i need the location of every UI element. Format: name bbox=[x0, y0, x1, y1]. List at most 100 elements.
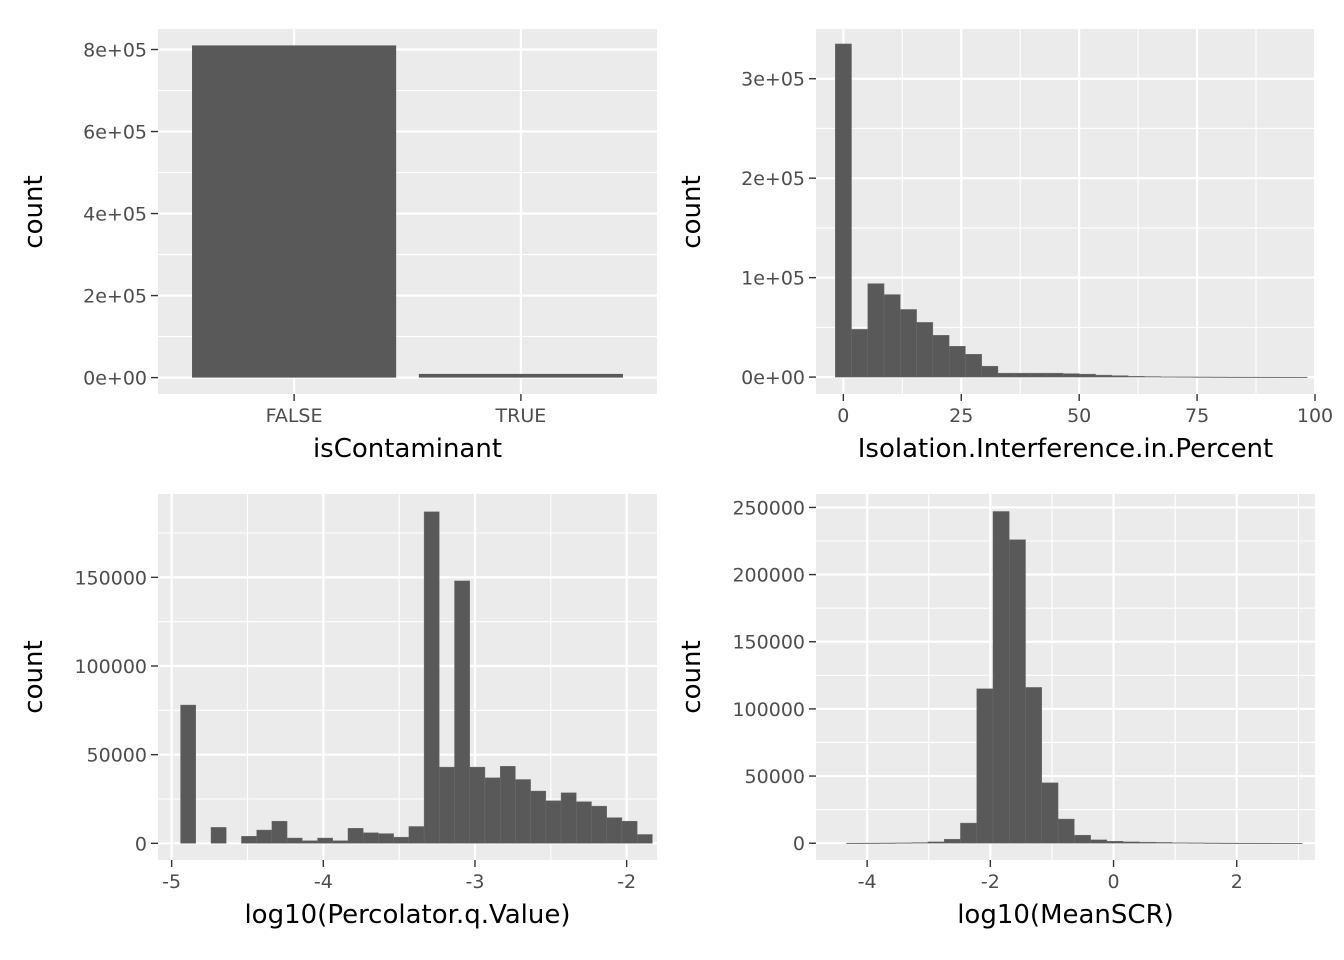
x-tick-label: -3 bbox=[466, 871, 485, 893]
histogram-bar bbox=[1258, 376, 1275, 378]
histogram-bar bbox=[883, 294, 901, 378]
histogram-bar bbox=[851, 329, 868, 378]
y-tick-label: 150000 bbox=[732, 632, 805, 654]
y-tick-label: 3e+05 bbox=[741, 69, 805, 91]
histogram-bar bbox=[469, 766, 486, 844]
histogram-bar bbox=[948, 346, 966, 378]
x-tick-label: -4 bbox=[314, 871, 333, 893]
histogram-bar bbox=[1127, 376, 1145, 378]
histogram-bar bbox=[1014, 372, 1031, 378]
histogram-bar bbox=[576, 801, 592, 844]
histogram-bar bbox=[636, 834, 653, 844]
x-tick-label: 25 bbox=[949, 405, 973, 427]
histogram-bar bbox=[180, 704, 196, 844]
y-tick-label: 0 bbox=[793, 833, 805, 855]
x-axis-title: isContaminant bbox=[313, 434, 502, 464]
histogram-bar bbox=[1285, 842, 1303, 844]
histogram-bar bbox=[1074, 834, 1091, 844]
histogram-bar bbox=[1204, 842, 1222, 844]
histogram-bar bbox=[362, 832, 379, 844]
histogram-bar bbox=[515, 779, 531, 844]
y-axis-title: count bbox=[677, 175, 707, 248]
histogram-bar bbox=[1079, 373, 1096, 378]
histogram-bar bbox=[943, 838, 961, 844]
x-axis-title: log10(Percolator.q.Value) bbox=[244, 900, 570, 930]
x-tick-label: TRUE bbox=[495, 405, 547, 427]
y-tick-label: 6e+05 bbox=[83, 122, 147, 144]
x-tick-label: 100 bbox=[1297, 405, 1333, 427]
histogram-bar bbox=[1290, 376, 1308, 378]
y-axis-title: count bbox=[677, 640, 707, 713]
y-tick-label: 50000 bbox=[745, 766, 805, 788]
plot-panel-1: 0e+00 2e+05 4e+05 6e+05 8e+05 FALSE TRUE isCont… bbox=[19, 29, 657, 464]
histogram-bar bbox=[1193, 376, 1210, 378]
histogram-bar bbox=[317, 837, 333, 844]
x-tick-label: FALSE bbox=[266, 405, 323, 427]
histogram-bar bbox=[1176, 376, 1194, 378]
histogram-bar bbox=[981, 365, 999, 378]
panel-background bbox=[816, 494, 1315, 860]
histogram-bar bbox=[1090, 839, 1108, 844]
histogram-bar bbox=[408, 826, 425, 844]
y-tick-label: 50000 bbox=[87, 745, 147, 767]
x-tick-label: -4 bbox=[858, 871, 877, 893]
histogram-bar bbox=[867, 283, 885, 378]
histogram-bar bbox=[1241, 376, 1259, 378]
x-axis-title: log10(MeanSCR) bbox=[957, 900, 1174, 930]
bar-false bbox=[192, 45, 397, 378]
histogram-bar bbox=[210, 827, 227, 844]
histogram-bar bbox=[1155, 842, 1173, 844]
y-tick-label: 0e+00 bbox=[83, 368, 147, 390]
histogram-bar bbox=[332, 840, 349, 844]
histogram-bar bbox=[271, 820, 288, 844]
histogram-bar bbox=[606, 817, 623, 844]
x-tick-label: 0 bbox=[837, 405, 849, 427]
histogram-bar bbox=[1253, 842, 1270, 844]
histogram-bar bbox=[878, 842, 896, 844]
histogram-bar bbox=[911, 842, 929, 844]
histogram-bar bbox=[1220, 842, 1238, 844]
histogram-bar bbox=[846, 842, 863, 844]
histogram-bar bbox=[932, 335, 950, 378]
histogram-bar bbox=[1057, 818, 1075, 844]
histogram-bar bbox=[1122, 841, 1140, 844]
histogram-bar bbox=[286, 837, 303, 844]
y-tick-label: 100000 bbox=[74, 656, 147, 678]
x-axis-title: Isolation.Interference.in.Percent bbox=[858, 434, 1273, 464]
histogram-bar bbox=[960, 822, 977, 844]
histogram-bar bbox=[895, 842, 912, 844]
x-tick-label: 50 bbox=[1067, 405, 1091, 427]
histogram-bar bbox=[900, 309, 917, 378]
histogram-bar bbox=[621, 820, 638, 844]
y-tick-label: 4e+05 bbox=[83, 204, 147, 226]
x-tick-label: -2 bbox=[981, 871, 1000, 893]
histogram-bar bbox=[1269, 842, 1287, 844]
histogram-bar bbox=[916, 322, 934, 378]
y-tick-label: 150000 bbox=[74, 567, 147, 589]
y-tick-label: 2e+05 bbox=[741, 168, 805, 190]
histogram-bar bbox=[976, 688, 994, 844]
histogram-bar bbox=[1209, 376, 1226, 378]
y-tick-label: 8e+05 bbox=[83, 40, 147, 62]
y-tick-label: 200000 bbox=[732, 565, 805, 587]
x-tick-label: -2 bbox=[617, 871, 636, 893]
histogram-bar bbox=[439, 766, 455, 844]
x-tick-label: 0 bbox=[1108, 871, 1120, 893]
histogram-bar bbox=[1062, 373, 1080, 378]
histogram-bar bbox=[1144, 376, 1161, 378]
x-tick-label: 2 bbox=[1231, 871, 1243, 893]
histogram-bar bbox=[1236, 842, 1254, 844]
histogram-bar bbox=[1095, 374, 1113, 378]
plot-panel-2: 0e+00 1e+05 2e+05 3e+05 0 25 50 75 100 Isolation.… bbox=[677, 29, 1333, 464]
y-axis-title: count bbox=[19, 175, 49, 248]
histogram-bar bbox=[454, 580, 470, 844]
histogram-bar bbox=[992, 511, 1010, 844]
histogram-bar bbox=[1009, 539, 1026, 844]
histogram-bar bbox=[423, 511, 440, 844]
histogram-bar bbox=[1030, 372, 1047, 378]
histogram-bar bbox=[1025, 687, 1043, 844]
histogram-bar bbox=[1111, 375, 1129, 378]
histogram-bar bbox=[241, 836, 257, 844]
y-tick-label: 0 bbox=[135, 833, 147, 855]
